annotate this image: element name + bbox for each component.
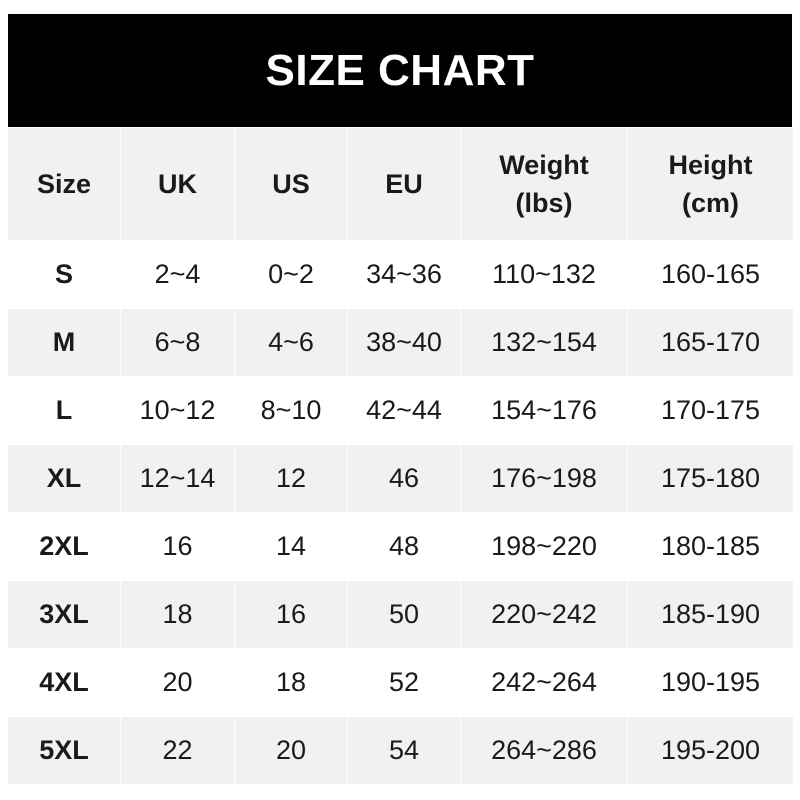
column-header: UK	[121, 128, 234, 240]
table-cell: 220~242	[461, 581, 627, 648]
column-header-line: US	[272, 169, 310, 199]
table-cell: 160-165	[628, 241, 793, 308]
table-cell: 34~36	[348, 241, 460, 308]
table-cell: 12~14	[121, 445, 234, 512]
size-label-cell: 3XL	[8, 581, 120, 648]
size-label-cell: M	[8, 309, 120, 376]
table-cell: 195-200	[628, 717, 793, 784]
column-header: Weight (lbs)	[461, 128, 627, 240]
size-label-cell: 2XL	[8, 513, 120, 580]
size-label-cell: S	[8, 241, 120, 308]
table-cell: 132~154	[461, 309, 627, 376]
column-header-line: (lbs)	[515, 188, 573, 218]
table-cell: 10~12	[121, 377, 234, 444]
column-header-line: Height	[668, 150, 753, 180]
column-header-line: Size	[36, 169, 92, 199]
column-header-line: Weight	[499, 150, 589, 180]
column-header: Size	[8, 128, 120, 240]
table-cell: 50	[348, 581, 460, 648]
table-cell: 16	[121, 513, 234, 580]
table-cell: 0~2	[235, 241, 347, 308]
table-cell: 2~4	[121, 241, 234, 308]
table-cell: 18	[121, 581, 234, 648]
table-cell: 165-170	[628, 309, 793, 376]
table-cell: 20	[235, 717, 347, 784]
table-cell: 16	[235, 581, 347, 648]
table-cell: 52	[348, 649, 460, 716]
size-label-cell: 5XL	[8, 717, 120, 784]
size-chart-title: SIZE CHART	[8, 14, 792, 127]
column-header: Height (cm)	[628, 128, 793, 240]
table-cell: 6~8	[121, 309, 234, 376]
table-cell: 180-185	[628, 513, 793, 580]
table-cell: 12	[235, 445, 347, 512]
table-cell: 185-190	[628, 581, 793, 648]
table-cell: 38~40	[348, 309, 460, 376]
table-cell: 175-180	[628, 445, 793, 512]
table-cell: 176~198	[461, 445, 627, 512]
size-table: Size UK US EU Weight (lbs) Height (cm) S 2~4 0~2 34…	[8, 128, 793, 784]
table-cell: 264~286	[461, 717, 627, 784]
table-cell: 8~10	[235, 377, 347, 444]
table-cell: 154~176	[461, 377, 627, 444]
table-cell: 198~220	[461, 513, 627, 580]
table-cell: 48	[348, 513, 460, 580]
column-header: US	[235, 128, 347, 240]
column-header: EU	[348, 128, 460, 240]
column-header-line: UK	[158, 169, 197, 199]
size-label-cell: XL	[8, 445, 120, 512]
table-cell: 242~264	[461, 649, 627, 716]
size-label-cell: L	[8, 377, 120, 444]
table-cell: 18	[235, 649, 347, 716]
table-cell: 4~6	[235, 309, 347, 376]
table-cell: 170-175	[628, 377, 793, 444]
table-cell: 42~44	[348, 377, 460, 444]
table-cell: 14	[235, 513, 347, 580]
table-cell: 46	[348, 445, 460, 512]
table-cell: 20	[121, 649, 234, 716]
column-header-line: (cm)	[681, 188, 739, 218]
column-header-line: EU	[385, 169, 423, 199]
table-cell: 190-195	[628, 649, 793, 716]
table-cell: 110~132	[461, 241, 627, 308]
table-cell: 54	[348, 717, 460, 784]
table-cell: 22	[121, 717, 234, 784]
size-label-cell: 4XL	[8, 649, 120, 716]
